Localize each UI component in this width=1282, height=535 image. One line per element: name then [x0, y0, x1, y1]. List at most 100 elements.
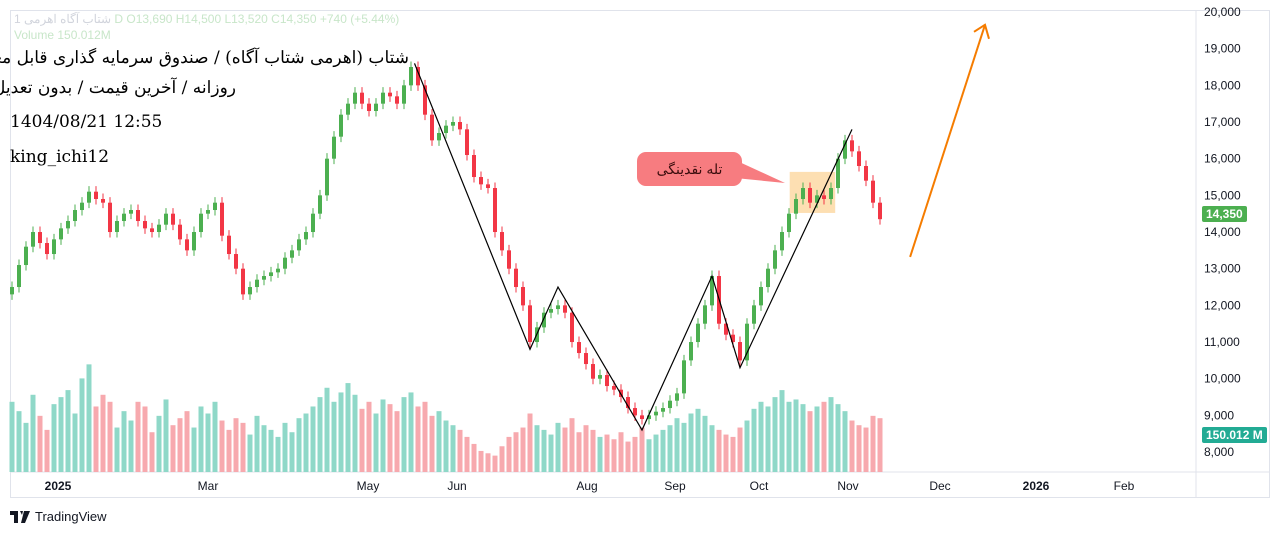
volume-bar: [345, 383, 351, 472]
volume-bar: [527, 413, 533, 472]
candle-body: [472, 155, 476, 178]
tradingview-logo-icon: [10, 510, 30, 523]
volume-bar: [800, 404, 806, 472]
candle-body: [668, 400, 672, 409]
volume-bar: [520, 427, 526, 472]
candle-body: [248, 287, 252, 295]
volume-bar: [681, 422, 687, 472]
candle-body: [563, 305, 567, 313]
volume-bar: [289, 432, 295, 472]
candle-body: [731, 334, 735, 343]
volume-bar: [653, 434, 659, 472]
candle-body: [626, 397, 630, 409]
candle-body: [227, 235, 231, 255]
volume-bar: [835, 404, 841, 472]
volume-bar: [625, 441, 631, 472]
candle-body: [675, 393, 679, 401]
candle-body: [493, 188, 497, 233]
candle-body: [185, 239, 189, 251]
volume-bar: [450, 425, 456, 472]
candle-body: [801, 188, 805, 200]
volume-bar: [611, 439, 617, 472]
candle-body: [24, 246, 28, 266]
liquidity-trap-callout: تله نقدینگی: [637, 152, 742, 186]
overlay-title: شتاب (اهرمی شتاب آگاه) / صندوق سرمایه گذ…: [0, 48, 409, 68]
candle-body: [374, 103, 378, 112]
volume-bar: [387, 404, 393, 472]
volume-bar: [30, 394, 36, 472]
volume-bar: [135, 401, 141, 472]
candle-body: [745, 323, 749, 361]
candle-body: [430, 114, 434, 141]
volume-bar: [156, 415, 162, 472]
volume-bar: [639, 427, 645, 472]
volume-bar: [240, 422, 246, 472]
volume-bar: [121, 411, 127, 472]
candle-body: [136, 210, 140, 222]
candle-body: [395, 96, 399, 104]
candle-body: [808, 188, 812, 203]
candle-body: [479, 177, 483, 185]
volume-bar: [856, 425, 862, 472]
y-tick-label: 11,000: [1204, 335, 1240, 349]
candle-body: [815, 195, 819, 203]
volume-bar: [212, 401, 218, 472]
candle-body: [822, 195, 826, 200]
volume-bar: [604, 434, 610, 472]
volume-bar: [842, 411, 848, 472]
volume-bar: [107, 401, 113, 472]
volume-bar: [65, 390, 71, 472]
volume-bar: [828, 397, 834, 472]
volume-bar: [366, 401, 372, 472]
zigzag-line: [413, 63, 853, 432]
volume-bar: [506, 436, 512, 472]
volume-bar: [807, 411, 813, 472]
candle-body: [864, 166, 868, 181]
candle-body: [80, 202, 84, 211]
x-tick-label: Nov: [837, 479, 858, 493]
volume-bar: [9, 401, 15, 472]
candle-body: [276, 268, 280, 273]
volume-bar: [436, 411, 442, 472]
candle-body: [514, 268, 518, 288]
candle-body: [31, 232, 35, 247]
candle-body: [332, 136, 336, 159]
candle-body: [458, 122, 462, 130]
volume-bar: [380, 399, 386, 472]
candle-body: [59, 228, 63, 240]
overlay-author: king_ichi12: [10, 147, 110, 167]
projection-arrow: [909, 24, 986, 258]
candle-body: [360, 92, 364, 104]
volume-bar: [401, 397, 407, 472]
candle-body: [241, 268, 245, 295]
candle-body: [115, 221, 119, 233]
volume-bar: [296, 418, 302, 472]
candle-body: [346, 103, 350, 115]
candle-body: [857, 151, 861, 167]
volume-bar: [772, 397, 778, 472]
tradingview-logo[interactable]: TradingView: [10, 509, 107, 524]
volume-bar: [457, 429, 463, 472]
candle-body: [661, 408, 665, 412]
candle-body: [591, 364, 595, 379]
volume-bar: [163, 399, 169, 472]
volume-bar: [429, 415, 435, 472]
candle-body: [66, 221, 70, 229]
volume-bar: [233, 418, 239, 472]
candle-body: [234, 254, 238, 269]
volume-bar: [765, 406, 771, 472]
volume-bar: [170, 425, 176, 472]
volume-bar: [499, 446, 505, 472]
y-tick-label: 17,000: [1204, 115, 1241, 129]
x-tick-label: Mar: [198, 479, 219, 493]
volume-bar: [93, 406, 99, 472]
candle-body: [633, 408, 637, 416]
x-tick-label: 2025: [45, 479, 72, 493]
candle-body: [829, 188, 833, 200]
candle-body: [465, 129, 469, 156]
candle-body: [297, 239, 301, 251]
volume-bar: [184, 411, 190, 472]
volume-legend: Volume 150.012M: [14, 28, 111, 42]
candle-body: [640, 415, 644, 420]
